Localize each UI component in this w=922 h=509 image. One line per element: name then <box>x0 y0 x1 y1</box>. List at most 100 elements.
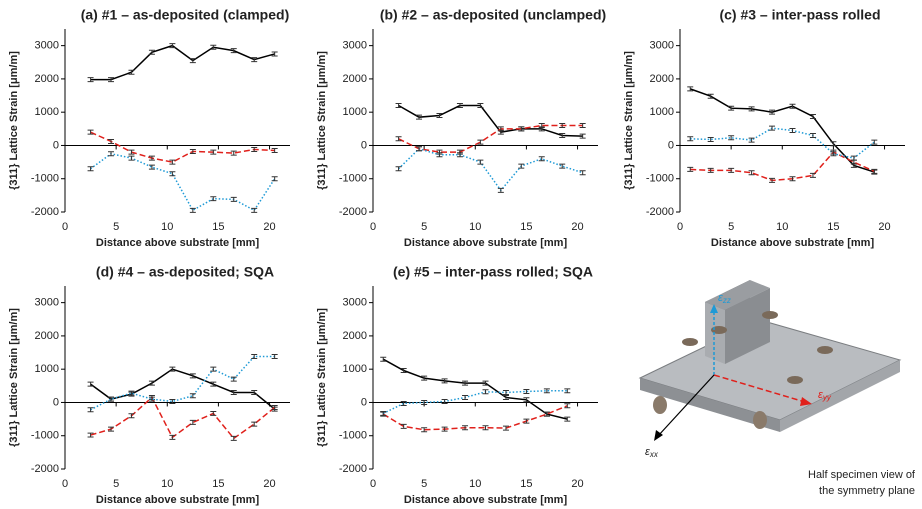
y-tick-label: 0 <box>53 139 59 151</box>
error-bar <box>809 114 816 120</box>
error-bar <box>769 109 776 115</box>
error-bar <box>502 394 509 400</box>
error-bar <box>251 57 258 63</box>
error-bar <box>87 407 94 413</box>
error-bar <box>421 399 428 405</box>
error-bar <box>395 166 402 172</box>
y-tick-label: 1000 <box>650 106 674 118</box>
error-bar <box>830 151 837 157</box>
error-bar <box>230 435 237 441</box>
error-bar <box>230 48 237 54</box>
error-bar <box>748 106 755 112</box>
error-bar <box>230 389 237 395</box>
x-axis-label: Distance above substrate [mm] <box>96 494 260 506</box>
y-axis-label: {311} Lattice Strain [μm/m] <box>8 308 20 447</box>
y-axis-label: {311} Lattice Strain [μm/m] <box>316 51 328 190</box>
x-tick-label: 10 <box>161 221 173 233</box>
series-line <box>690 127 875 159</box>
error-bar <box>416 114 423 120</box>
error-bar <box>128 69 135 75</box>
error-bar <box>707 93 714 99</box>
error-bar <box>579 122 586 128</box>
y-tick-label: 2000 <box>35 330 59 342</box>
x-tick-label: 10 <box>161 478 173 490</box>
subscript: xx <box>649 450 659 459</box>
y-tick-label: 0 <box>361 139 367 151</box>
error-bar <box>436 152 443 158</box>
error-bar <box>189 207 196 213</box>
axis-label-xx: εxx <box>645 446 659 459</box>
x-tick-label: 0 <box>677 221 683 233</box>
error-bar <box>462 394 469 400</box>
error-bar <box>559 163 566 169</box>
series-line <box>90 396 276 440</box>
error-bar <box>579 170 586 176</box>
chart-panel: (b) #2 – as-deposited (unclamped) {311} L… <box>316 7 606 249</box>
error-bar <box>523 418 530 424</box>
error-bar <box>564 403 571 409</box>
y-tick-label: 0 <box>668 139 674 151</box>
chart-title: (d) #4 – as-deposited; SQA <box>96 264 274 280</box>
symbol: ε <box>818 389 823 401</box>
series-line <box>90 131 275 163</box>
error-bar <box>380 356 387 362</box>
error-bar <box>210 381 217 387</box>
axis-label-zz: εzz <box>718 292 731 305</box>
error-bar <box>728 105 735 111</box>
error-bar <box>748 137 755 143</box>
error-bar <box>210 366 217 372</box>
error-bar <box>108 151 115 157</box>
error-bar <box>687 166 694 172</box>
error-bar <box>230 376 237 382</box>
x-axis-label: Distance above substrate [mm] <box>404 494 568 506</box>
x-tick-label: 0 <box>370 221 376 233</box>
y-tick-label: 1000 <box>35 106 59 118</box>
x-tick-label: 5 <box>728 221 734 233</box>
error-bar <box>809 172 816 178</box>
error-bar <box>251 146 258 152</box>
series-line <box>90 355 275 411</box>
error-bar <box>462 425 469 431</box>
y-tick-label: -2000 <box>646 206 674 218</box>
error-bar <box>169 398 176 404</box>
y-tick-label: -2000 <box>31 206 59 218</box>
y-tick-label: -1000 <box>339 173 367 185</box>
error-bar <box>87 432 94 438</box>
x-tick-label: 20 <box>263 221 275 233</box>
x-tick-label: 0 <box>370 478 376 490</box>
y-tick-label: -1000 <box>646 173 674 185</box>
error-bar <box>128 390 135 396</box>
series-line <box>398 124 583 153</box>
chart-panel: (a) #1 – as-deposited (clamped) {311} Lat… <box>8 7 290 249</box>
y-tick-label: 3000 <box>343 40 367 52</box>
error-bar <box>251 421 258 427</box>
y-tick-label: -1000 <box>339 430 367 442</box>
error-bar <box>87 166 94 172</box>
error-bar <box>559 132 566 138</box>
series-line <box>382 405 568 431</box>
error-bar <box>416 146 423 152</box>
error-bar <box>789 176 796 182</box>
error-bar <box>830 141 837 147</box>
y-tick-label: 3000 <box>343 297 367 309</box>
error-bar <box>477 103 484 109</box>
error-bar <box>380 410 387 416</box>
error-bar <box>108 426 115 432</box>
error-bar <box>148 396 155 402</box>
error-bar <box>748 170 755 176</box>
y-tick-label: -1000 <box>31 430 59 442</box>
x-tick-label: 15 <box>827 221 839 233</box>
error-bar <box>564 388 571 394</box>
chart-title: (b) #2 – as-deposited (unclamped) <box>380 7 606 23</box>
y-axis-label: {311} Lattice Strain [μm/m] <box>316 308 328 447</box>
error-bar <box>687 86 694 92</box>
series-line <box>90 152 276 212</box>
error-bar <box>482 425 489 431</box>
error-bar <box>538 156 545 162</box>
y-tick-label: 2000 <box>650 73 674 85</box>
x-tick-label: 20 <box>571 478 583 490</box>
x-tick-label: 5 <box>113 221 119 233</box>
error-bar <box>108 138 115 144</box>
caption-line: the symmetry plane <box>819 485 915 497</box>
error-bar <box>271 51 278 57</box>
